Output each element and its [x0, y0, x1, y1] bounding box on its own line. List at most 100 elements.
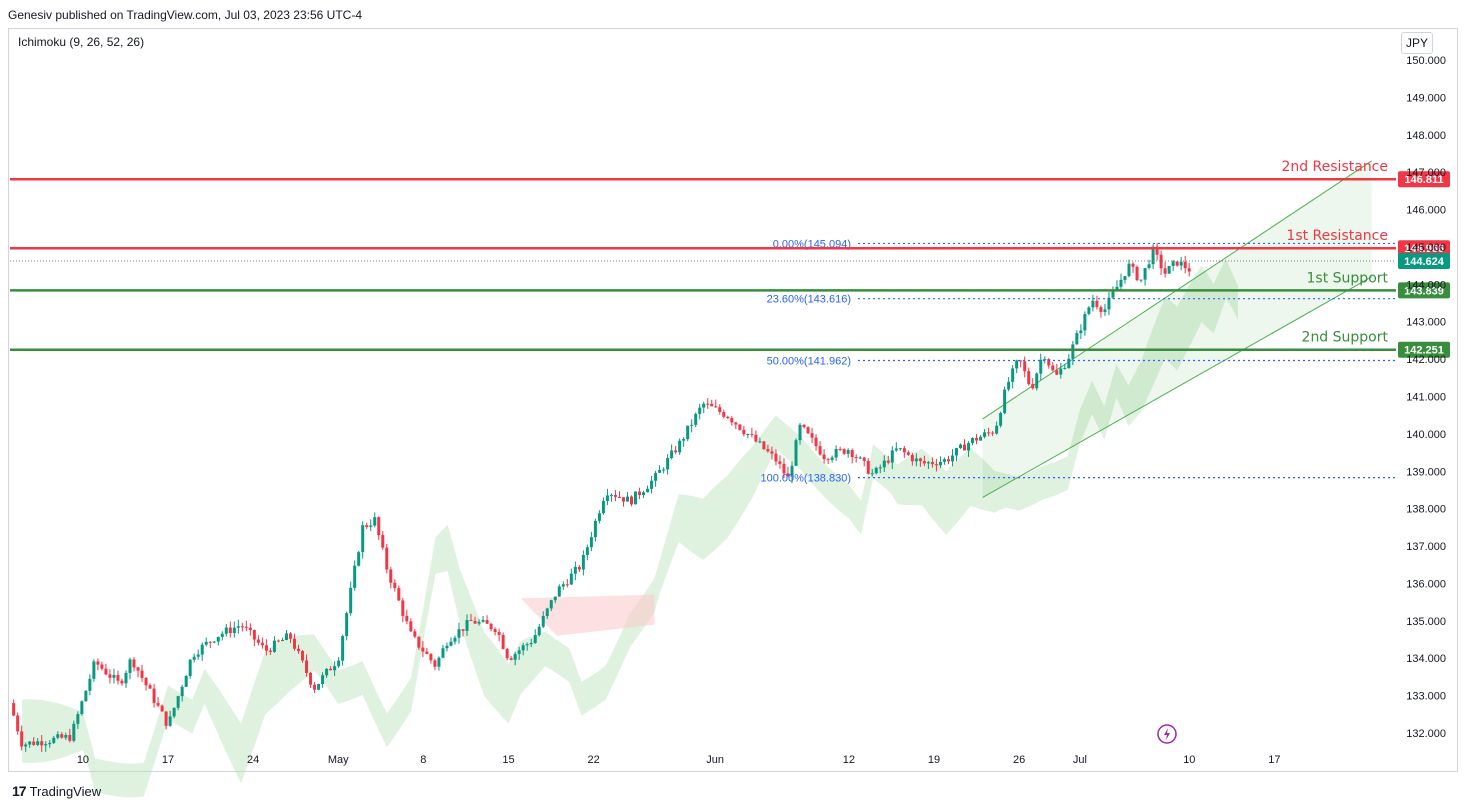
candle-body [581, 554, 585, 570]
candle-body [333, 666, 337, 671]
candle-body [12, 703, 16, 716]
candle-body [730, 418, 734, 423]
candle-body [309, 672, 313, 685]
candle-body [1087, 307, 1091, 314]
candle-body [878, 467, 882, 469]
candle-body [353, 565, 357, 588]
candle-body [541, 616, 545, 627]
candle-body [1039, 359, 1043, 374]
candle-body [577, 566, 581, 570]
candle-body [617, 496, 621, 498]
candle-body [625, 496, 629, 502]
candle-body [421, 647, 425, 652]
candle-body [698, 407, 702, 414]
candle-body [377, 517, 381, 536]
candle-body [1043, 359, 1047, 361]
candle-body [365, 525, 369, 527]
candle-body [601, 500, 605, 514]
candle-body [794, 440, 798, 466]
candle-body [321, 675, 325, 685]
candle-body [112, 674, 116, 678]
y-tick-label: 138.000 [1406, 504, 1446, 516]
candle-body [184, 675, 188, 687]
candle-body [573, 566, 577, 574]
candle-body [56, 734, 60, 738]
x-tick-label: 8 [420, 754, 426, 766]
candle-body [212, 641, 216, 643]
candle-body [786, 473, 790, 477]
candle-body [453, 637, 457, 642]
candle-body [999, 413, 1003, 426]
x-tick-label: 26 [1013, 754, 1025, 766]
candle-body [662, 469, 666, 471]
candle-body [36, 741, 40, 745]
candle-body [674, 450, 678, 453]
candle-body [481, 620, 485, 622]
candle-body [433, 660, 437, 667]
candle-body [682, 439, 686, 441]
candle-body [987, 432, 991, 434]
candle-body [557, 586, 561, 597]
candle-body [1051, 365, 1055, 371]
candle-body [710, 403, 714, 407]
candle-body [714, 406, 718, 408]
candle-body [180, 686, 184, 697]
y-tick-label: 143.000 [1406, 317, 1446, 329]
candle-body [1107, 297, 1111, 310]
candle-body [80, 701, 84, 715]
y-tick-label: 142.000 [1406, 354, 1446, 366]
candle-body [1075, 333, 1079, 345]
candle-body [20, 731, 24, 747]
candle-body [726, 416, 730, 419]
candle-body [858, 457, 862, 459]
price-axis: 132.000 133.000 134.000 135.000 136.000 137.0… [1406, 55, 1446, 740]
y-tick-label: 135.000 [1406, 616, 1446, 628]
candle-body [830, 457, 834, 460]
candle-body [349, 587, 353, 614]
currency-label[interactable]: JPY [1401, 32, 1433, 54]
candle-body [329, 668, 333, 671]
candle-body [1183, 261, 1187, 269]
candle-body [196, 654, 200, 657]
candle-body [1031, 384, 1035, 389]
level-name: 1st Support [1307, 270, 1389, 286]
cloud-band [22, 258, 1238, 798]
candle-body [774, 453, 778, 462]
candle-body [766, 449, 770, 452]
candle-body [389, 569, 393, 583]
current-price-tag: 144.624 [1404, 256, 1445, 268]
candle-body [946, 459, 950, 462]
candle-body [746, 434, 750, 436]
candle-body [537, 626, 541, 636]
candle-body [549, 600, 553, 609]
candle-body [188, 659, 192, 676]
candle-body [1035, 373, 1039, 389]
candle-body [457, 629, 461, 638]
candle-body [750, 434, 754, 436]
x-tick-label: 15 [502, 754, 514, 766]
candle-body [1091, 300, 1095, 308]
candle-body [1011, 368, 1015, 382]
candle-body [236, 626, 240, 628]
candle-body [930, 462, 934, 465]
candle-body [754, 434, 758, 442]
candle-body [256, 639, 260, 643]
candle-body [1095, 300, 1099, 308]
candle-body [160, 705, 164, 712]
candle-body [232, 627, 236, 634]
replay-icon[interactable] [1157, 724, 1177, 744]
candle-body [979, 436, 983, 441]
candle-body [971, 438, 975, 444]
candle-body [381, 535, 385, 548]
candle-body [369, 525, 373, 527]
x-tick-label: 17 [162, 754, 174, 766]
level-name: 2nd Resistance [1281, 159, 1388, 175]
candle-body [722, 412, 726, 417]
candle-body [148, 685, 152, 689]
candle-body [413, 631, 417, 637]
candle-body [260, 642, 264, 646]
candle-body [890, 450, 894, 463]
candle-body [850, 450, 854, 458]
ichimoku-indicator-label[interactable]: Ichimoku (9, 26, 52, 26) [18, 35, 145, 49]
